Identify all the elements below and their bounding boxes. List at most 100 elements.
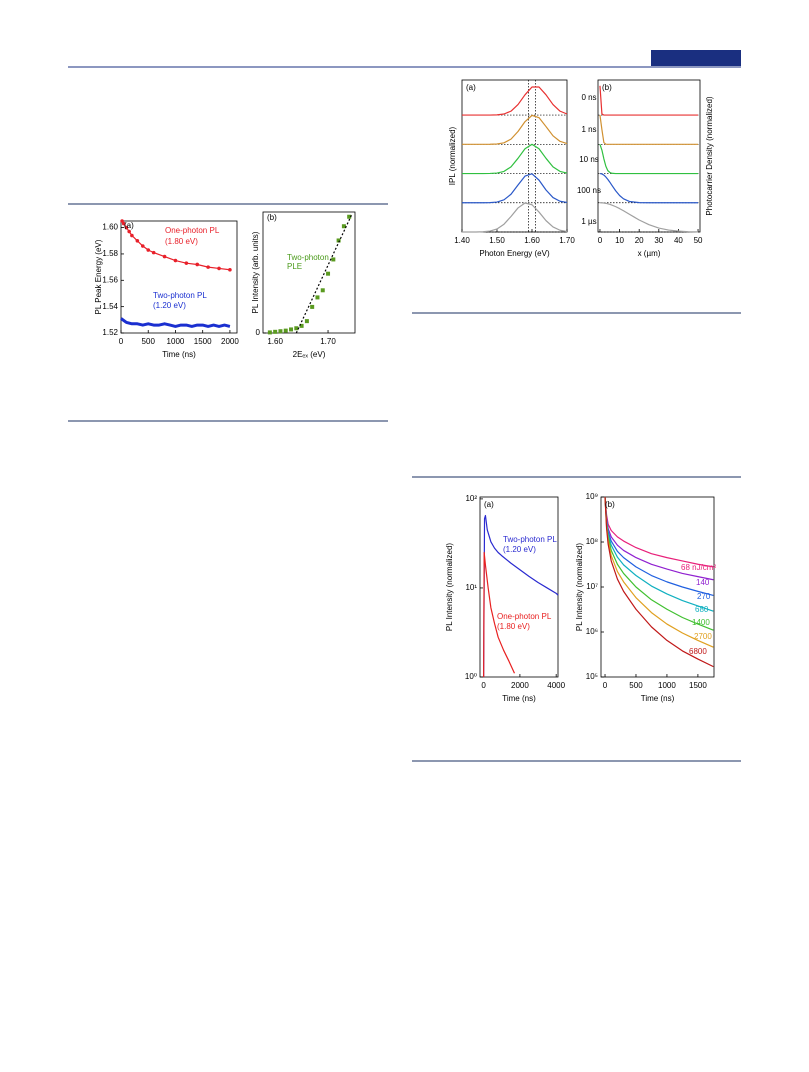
y-axis-title: IPL (normalized) [448,126,457,185]
data-line [295,214,353,334]
x-tick-label: 1500 [194,337,212,346]
x-tick-label: 1000 [658,681,676,690]
x-tick-label: 0 [119,337,124,346]
data-point [135,238,140,243]
y-axis-title: PL Intensity (normalized) [575,543,584,632]
series-label: 140 [696,578,710,587]
data-line [483,551,516,678]
plot-frame [262,211,356,334]
x-tick-label: 1000 [167,337,185,346]
annotation: One-photon PL [497,612,552,621]
y-axis-title: PL Intensity (normalized) [445,543,454,632]
plot-frame [597,79,701,233]
y-tick-label: 10⁶ [586,627,598,636]
data-point [124,225,129,230]
header-tab [651,50,741,66]
x-tick-label: 1.70 [559,236,575,245]
annotation: One-photon PL [165,226,220,235]
x-tick-label: 1.50 [489,236,505,245]
data-point [310,304,315,309]
annotation: (1.80 eV) [497,622,530,631]
annotation: (1.20 eV) [503,545,536,554]
x-tick-label: 500 [142,337,156,346]
series-label: 680 [695,605,709,614]
data-line [462,143,568,175]
data-point [151,250,156,255]
annotation: (b) [602,83,612,92]
x-tick-label: 30 [654,236,663,245]
series-label: 1400 [692,618,710,627]
annotation: (b) [605,500,615,509]
annotation: Two-photon PL [153,291,207,300]
data-line [462,173,568,204]
x-tick-label: 1.60 [524,236,540,245]
data-point [320,288,325,293]
data-point [140,244,145,248]
annotation: (a) [124,221,134,230]
y-tick-label: 10¹ [465,583,477,592]
data-point [289,327,294,332]
x-tick-label: 1.70 [320,337,336,346]
data-point [130,233,134,238]
plot-frame [479,496,559,678]
x-tick-label: 0 [598,236,603,245]
annotation: (1.80 eV) [165,237,198,246]
y-tick-label: 10⁵ [586,672,598,681]
series-label: 100 ns [577,186,601,195]
data-point [294,326,299,331]
x-tick-label: 0 [603,681,608,690]
data-point [283,328,288,333]
x-tick-label: 500 [629,681,643,690]
data-line [599,172,699,204]
plot-frame [120,220,238,334]
y-axis-title: PL Intensity (arb. units) [251,231,260,313]
x-tick-label: 40 [674,236,683,245]
series-label: 270 [697,592,711,601]
x-tick-label: 0 [481,681,486,690]
y-axis-title: Photocarrier Density (normalized) [705,96,714,215]
series-label: 2700 [694,632,712,641]
data-point [146,248,151,252]
data-point [304,319,309,324]
x-axis-title: Time (ns) [502,694,536,703]
data-line [462,86,568,116]
x-tick-label: 1.40 [454,236,470,245]
data-line [599,202,699,233]
series-label: 0 ns [581,93,596,102]
data-point [326,271,331,276]
y-tick-label: 10⁰ [465,672,477,681]
y-tick-label: 10² [465,494,477,503]
data-line [462,114,568,145]
y-tick-label: 1.52 [102,328,118,337]
annotation: (1.20 eV) [153,301,186,310]
y-tick-label: 1.56 [102,275,118,284]
data-point [162,254,167,259]
x-axis-title: Photon Energy (eV) [479,249,550,258]
x-tick-label: 20 [635,236,644,245]
x-tick-label: 1.60 [267,337,283,346]
x-tick-label: 4000 [547,681,565,690]
series-label: 68 nJ/cm² [681,563,716,572]
x-tick-label: 50 [694,236,703,245]
data-point [206,265,210,269]
data-line [120,317,231,328]
annotation: (a) [466,83,476,92]
data-point [184,261,189,265]
annotation: Two-photon [287,253,329,262]
y-tick-label: 1.54 [102,302,118,311]
data-line [604,496,714,668]
data-point [173,258,178,263]
x-axis-title: Time (ns) [162,350,196,359]
y-tick-label: 1.60 [102,223,118,232]
data-point [278,329,283,334]
data-point [267,330,272,335]
data-point [217,266,221,271]
x-tick-label: 1500 [689,681,707,690]
x-tick-label: 10 [615,236,624,245]
data-point [331,257,336,262]
y-tick-label: 0 [256,328,261,337]
x-axis-title: x (µm) [638,249,661,258]
y-tick-label: 10⁷ [586,582,598,591]
